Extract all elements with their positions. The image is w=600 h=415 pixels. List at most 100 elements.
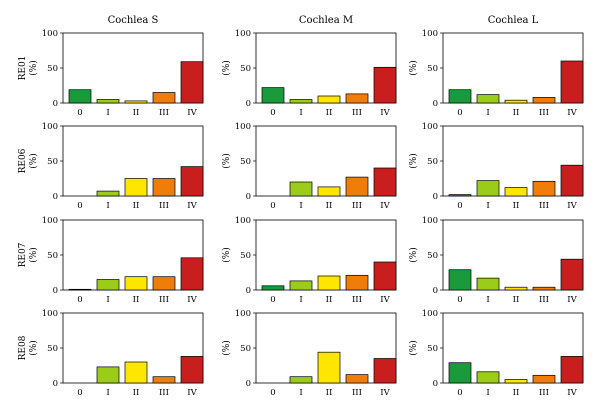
y-axis-label: (%) <box>28 153 39 169</box>
x-tick-label: I <box>106 201 109 211</box>
bar-iii <box>345 374 369 384</box>
bar-iii <box>345 93 369 104</box>
bar-iv <box>373 167 397 197</box>
bar-0 <box>261 285 285 291</box>
x-tick-label: IV <box>567 295 577 305</box>
bar-0 <box>448 362 472 384</box>
x-tick-label: 0 <box>457 295 462 305</box>
x-tick-label: 0 <box>270 295 275 305</box>
bar-iv <box>560 164 584 197</box>
bar-iv <box>373 66 397 104</box>
y-tick-label: 0 <box>246 379 251 389</box>
y-axis-label: (%) <box>221 153 232 169</box>
x-tick-label: II <box>133 388 140 398</box>
y-tick-label: 0 <box>433 99 438 109</box>
bar-iv <box>373 358 397 384</box>
bar-ii <box>504 286 528 291</box>
y-tick-label: 50 <box>427 157 438 167</box>
y-tick-label: 100 <box>235 122 251 132</box>
bar-i <box>289 376 313 384</box>
x-tick-label: II <box>513 295 520 305</box>
y-tick-label: 50 <box>240 157 251 167</box>
x-tick-label: 0 <box>457 201 462 211</box>
y-axis-label: (%) <box>28 60 39 76</box>
y-tick-label: 0 <box>246 99 251 109</box>
y-tick-label: 50 <box>47 344 58 354</box>
y-tick-label: 0 <box>246 286 251 296</box>
bar-iii <box>532 180 556 197</box>
x-tick-label: 0 <box>457 108 462 118</box>
x-tick-label: III <box>352 388 362 398</box>
bar-i <box>289 99 313 104</box>
bar-i <box>96 279 120 291</box>
y-axis-label: (%) <box>28 247 39 263</box>
y-axis-label: (%) <box>221 247 232 263</box>
y-tick-label: 0 <box>53 379 58 389</box>
x-tick-label: I <box>106 295 109 305</box>
x-tick-label: I <box>486 201 489 211</box>
x-tick-label: IV <box>380 108 390 118</box>
x-tick-label: 0 <box>77 388 82 398</box>
bar-iv <box>560 60 584 104</box>
x-tick-label: III <box>539 201 549 211</box>
x-tick-label: I <box>486 388 489 398</box>
x-tick-label: IV <box>380 201 390 211</box>
bar-iv <box>560 258 584 291</box>
bar-i <box>289 280 313 291</box>
x-tick-label: 0 <box>77 201 82 211</box>
row-label-re08: RE08 <box>18 335 28 360</box>
y-axis-label: (%) <box>408 60 419 76</box>
bar-iii <box>345 274 369 291</box>
x-tick-label: III <box>159 388 169 398</box>
bar-i <box>476 180 500 197</box>
x-tick-label: IV <box>380 388 390 398</box>
y-tick-label: 0 <box>433 286 438 296</box>
bar-iii <box>152 92 176 104</box>
bar-0 <box>68 89 92 104</box>
bar-iii <box>152 276 176 291</box>
x-tick-label: 0 <box>270 201 275 211</box>
row-label-re01: RE01 <box>18 56 28 81</box>
x-tick-label: III <box>159 295 169 305</box>
column-title-cochlea-m: Cochlea M <box>299 15 353 26</box>
x-tick-label: III <box>352 295 362 305</box>
x-tick-label: 0 <box>77 108 82 118</box>
bar-i <box>96 99 120 104</box>
row-label-re06: RE06 <box>18 148 28 173</box>
x-tick-label: 0 <box>457 388 462 398</box>
bar-iii <box>532 97 556 104</box>
x-tick-label: III <box>352 108 362 118</box>
y-tick-label: 100 <box>42 29 58 39</box>
bar-ii <box>124 100 148 104</box>
y-tick-label: 50 <box>427 64 438 74</box>
x-tick-label: II <box>326 201 333 211</box>
x-tick-label: III <box>539 295 549 305</box>
bar-ii <box>124 276 148 291</box>
bar-iii <box>532 286 556 291</box>
bar-ii <box>317 275 341 291</box>
x-tick-label: I <box>299 388 302 398</box>
y-tick-label: 0 <box>433 379 438 389</box>
x-tick-label: I <box>299 201 302 211</box>
y-tick-label: 50 <box>427 344 438 354</box>
bar-iv <box>180 166 204 197</box>
bar-i <box>96 366 120 384</box>
bar-ii <box>124 178 148 197</box>
y-tick-label: 0 <box>53 192 58 202</box>
x-tick-label: IV <box>187 388 197 398</box>
bar-i <box>476 277 500 291</box>
column-title-cochlea-s: Cochlea S <box>108 15 159 26</box>
x-tick-label: I <box>486 108 489 118</box>
column-title-cochlea-l: Cochlea L <box>488 15 539 26</box>
y-tick-label: 0 <box>53 99 58 109</box>
y-tick-label: 0 <box>53 286 58 296</box>
y-tick-label: 50 <box>240 251 251 261</box>
x-tick-label: II <box>513 388 520 398</box>
